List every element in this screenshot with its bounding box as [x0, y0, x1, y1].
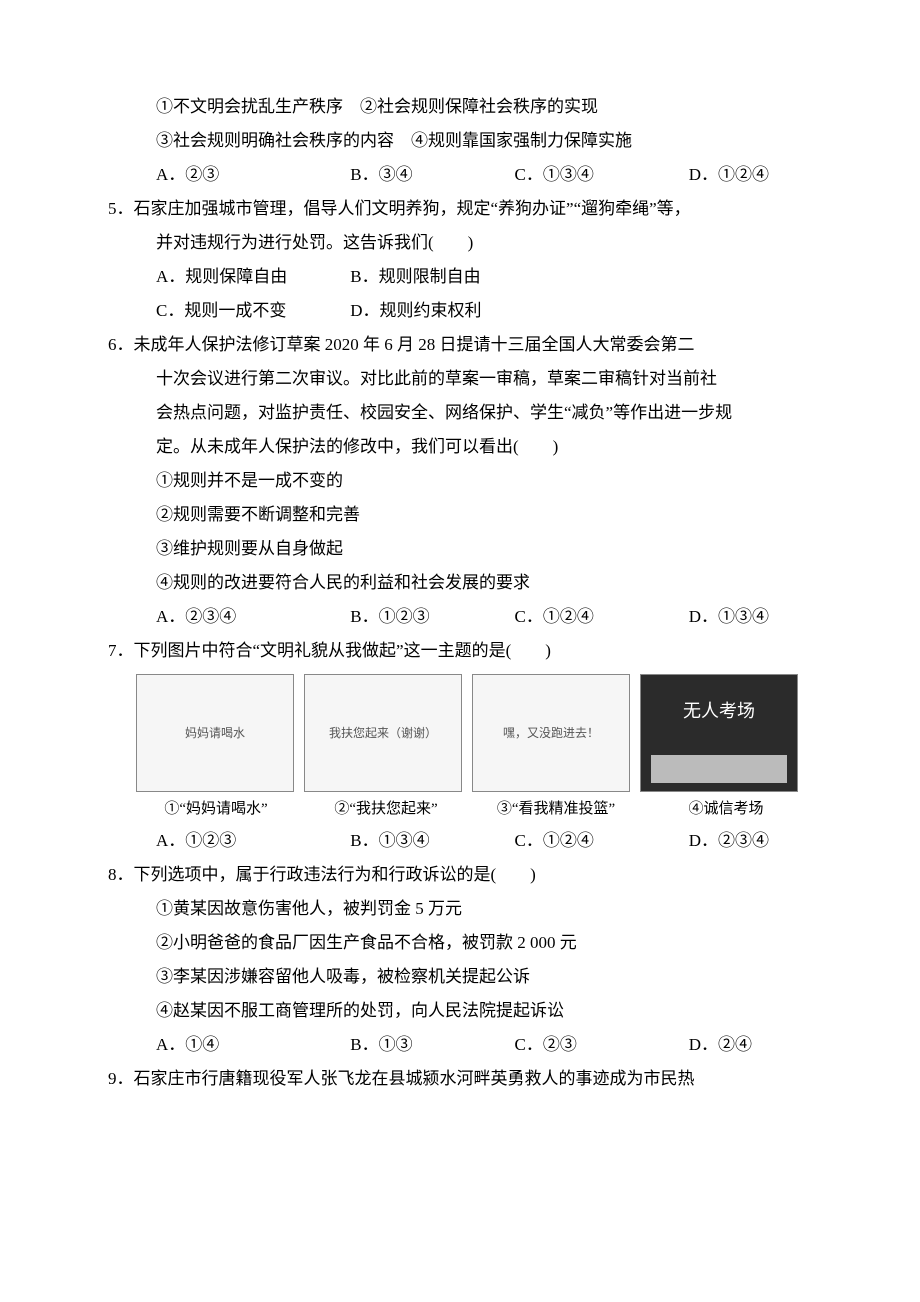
q7-choice-a: A．①②③ — [156, 824, 346, 858]
q5-choice-b: B．规则限制自由 — [350, 260, 540, 294]
q7-caption-1: ①“妈妈请喝水” — [136, 794, 296, 824]
q7-choice-b: B．①③④ — [350, 824, 510, 858]
q6-stem-line4: 定。从未成年人保护法的修改中，我们可以看出( ) — [108, 430, 812, 464]
q6-choices: A．②③④ B．①②③ C．①②④ D．①③④ — [108, 600, 812, 634]
q8-stmt1: ①黄某因故意伤害他人，被判罚金 5 万元 — [108, 892, 812, 926]
q7-image-4: 无人考场 — [640, 674, 798, 792]
q6-stmt4: ④规则的改进要符合人民的利益和社会发展的要求 — [108, 566, 812, 600]
q7-image-2: 我扶您起来（谢谢） — [304, 674, 462, 792]
q5-choice-d: D．规则约束权利 — [350, 294, 540, 328]
q5-choices-row1: A．规则保障自由 B．规则限制自由 — [108, 260, 812, 294]
q6-choice-b: B．①②③ — [350, 600, 510, 634]
q5-stem-line2: 并对违规行为进行处罚。这告诉我们( ) — [108, 226, 812, 260]
q5-stem-line1: 5．石家庄加强城市管理，倡导人们文明养狗，规定“养狗办证”“遛狗牵绳”等， — [108, 192, 812, 226]
q8-stem: 8．下列选项中，属于行政违法行为和行政诉讼的是( ) — [108, 858, 812, 892]
q8-choice-c: C．②③ — [515, 1028, 685, 1062]
q7-caption-3: ③“看我精准投篮” — [476, 794, 636, 824]
q6-stem-line1: 6．未成年人保护法修订草案 2020 年 6 月 28 日提请十三届全国人大常委… — [108, 328, 812, 362]
q8-choices: A．①④ B．①③ C．②③ D．②④ — [108, 1028, 812, 1062]
q7-image-3: 嘿，又没跑进去！ — [472, 674, 630, 792]
q8-choice-b: B．①③ — [350, 1028, 510, 1062]
q4-choice-c: C．①③④ — [515, 158, 685, 192]
q6-stem-line2: 十次会议进行第二次审议。对比此前的草案一审稿，草案二审稿针对当前社 — [108, 362, 812, 396]
q6-choice-d: D．①③④ — [689, 600, 769, 634]
q7-caption-4: ④诚信考场 — [646, 794, 806, 824]
q8-choice-a: A．①④ — [156, 1028, 346, 1062]
q7-image-4-text: 无人考场 — [641, 693, 797, 729]
q4-choice-a: A．②③ — [156, 158, 346, 192]
q7-images-row: 妈妈请喝水 我扶您起来（谢谢） 嘿，又没跑进去！ 无人考场 — [108, 674, 812, 792]
q8-stmt4: ④赵某因不服工商管理所的处罚，向人民法院提起诉讼 — [108, 994, 812, 1028]
q6-stmt1: ①规则并不是一成不变的 — [108, 464, 812, 498]
q4-choice-d: D．①②④ — [689, 158, 769, 192]
q7-stem: 7．下列图片中符合“文明礼貌从我做起”这一主题的是( ) — [108, 634, 812, 668]
q7-image-1: 妈妈请喝水 — [136, 674, 294, 792]
q7-choice-d: D．②③④ — [689, 824, 769, 858]
q7-choice-c: C．①②④ — [515, 824, 685, 858]
q7-image-4-desk — [651, 755, 787, 783]
q6-choice-c: C．①②④ — [515, 600, 685, 634]
q7-captions: ①“妈妈请喝水” ②“我扶您起来” ③“看我精准投篮” ④诚信考场 — [108, 794, 812, 824]
q6-stem-line3: 会热点问题，对监护责任、校园安全、网络保护、学生“减负”等作出进一步规 — [108, 396, 812, 430]
q4-choices: A．②③ B．③④ C．①③④ D．①②④ — [108, 158, 812, 192]
q9-stem: 9．石家庄市行唐籍现役军人张飞龙在县城颍水河畔英勇救人的事迹成为市民热 — [108, 1062, 812, 1096]
exam-page: ①不文明会扰乱生产秩序 ②社会规则保障社会秩序的实现 ③社会规则明确社会秩序的内… — [0, 0, 920, 1302]
q8-stmt3: ③李某因涉嫌容留他人吸毒，被检察机关提起公诉 — [108, 960, 812, 994]
q6-choice-a: A．②③④ — [156, 600, 346, 634]
q6-stmt3: ③维护规则要从自身做起 — [108, 532, 812, 566]
q5-choice-a: A．规则保障自由 — [156, 260, 346, 294]
q7-caption-2: ②“我扶您起来” — [306, 794, 466, 824]
q6-stmt2: ②规则需要不断调整和完善 — [108, 498, 812, 532]
q4-choice-b: B．③④ — [350, 158, 510, 192]
q4-statement-line2: ③社会规则明确社会秩序的内容 ④规则靠国家强制力保障实施 — [108, 124, 812, 158]
q5-choice-c: C．规则一成不变 — [156, 294, 346, 328]
q4-statement-line1: ①不文明会扰乱生产秩序 ②社会规则保障社会秩序的实现 — [108, 90, 812, 124]
q8-choice-d: D．②④ — [689, 1028, 752, 1062]
q8-stmt2: ②小明爸爸的食品厂因生产食品不合格，被罚款 2 000 元 — [108, 926, 812, 960]
q7-choices: A．①②③ B．①③④ C．①②④ D．②③④ — [108, 824, 812, 858]
q5-choices-row2: C．规则一成不变 D．规则约束权利 — [108, 294, 812, 328]
